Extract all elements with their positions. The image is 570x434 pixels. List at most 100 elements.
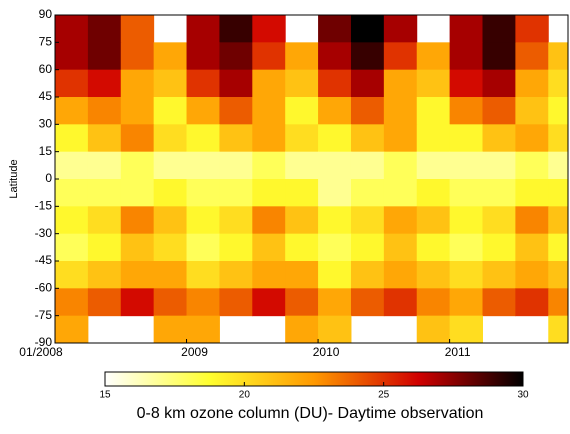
heatmap-cell — [252, 288, 286, 317]
heatmap-cell — [350, 233, 385, 262]
heatmap-cell — [350, 288, 385, 317]
colorbar-label: 0-8 km ozone column (DU)- Daytime observ… — [137, 405, 484, 422]
heatmap-cell — [416, 151, 451, 180]
heatmap-cell — [252, 124, 286, 153]
heatmap-cell — [285, 206, 319, 235]
x-tick-label: 2009 — [181, 345, 208, 359]
y-tick-label: 0 — [45, 171, 52, 185]
heatmap-cell — [318, 42, 352, 71]
heatmap-cell — [285, 179, 319, 207]
heatmap-cell — [285, 315, 319, 343]
heatmap-cell — [383, 233, 418, 262]
heatmap-cell — [120, 151, 155, 180]
heatmap-cell — [449, 151, 483, 180]
heatmap-cell — [153, 97, 188, 125]
heatmap-cell — [318, 288, 352, 317]
heatmap-cell — [383, 288, 418, 317]
heatmap-cell — [350, 97, 385, 125]
heatmap-cell — [350, 124, 385, 153]
heatmap-cell — [548, 315, 568, 343]
heatmap-cell — [449, 69, 483, 98]
heatmap-cell — [318, 261, 352, 289]
heatmap-cell — [87, 206, 122, 235]
heatmap-cell — [449, 315, 483, 343]
y-tick-label: 30 — [39, 117, 53, 131]
heatmap-cell — [548, 151, 568, 180]
heatmap-cell — [383, 42, 418, 71]
heatmap-cell — [219, 97, 253, 125]
heatmap-cell — [482, 233, 516, 262]
heatmap-cell — [153, 42, 188, 71]
heatmap-cell — [515, 97, 549, 125]
heatmap-cell — [482, 69, 516, 98]
heatmap-cell — [548, 233, 568, 262]
heatmap-cell — [285, 97, 319, 125]
heatmap-cell — [383, 179, 418, 207]
heatmap-cell — [87, 261, 122, 289]
heatmap-cell — [55, 179, 89, 207]
heatmap-cell — [186, 69, 220, 98]
heatmap-cell — [383, 97, 418, 125]
heatmap-cell — [416, 97, 451, 125]
heatmap-cell — [449, 15, 483, 43]
colorbar-tick-label: 20 — [239, 390, 251, 401]
colorbar — [104, 371, 524, 387]
heatmap-cell — [120, 179, 155, 207]
heatmap-cell — [153, 69, 188, 98]
y-axis-label: Latitude — [8, 159, 20, 198]
colorbar-tick-label: 25 — [378, 390, 390, 401]
heatmap-cell — [383, 69, 418, 98]
heatmap-cell — [186, 15, 220, 43]
heatmap-cell — [548, 124, 568, 153]
heatmap-cell — [186, 206, 220, 235]
heatmap-cell — [55, 315, 89, 343]
heatmap-cell — [482, 261, 516, 289]
heatmap-cell — [285, 233, 319, 262]
colorbar-tick-label: 30 — [517, 390, 529, 401]
heatmap-cell — [252, 179, 286, 207]
heatmap-cell — [318, 97, 352, 125]
heatmap-cell — [482, 288, 516, 317]
y-tick-label: 75 — [39, 35, 53, 49]
heatmap-cell — [350, 179, 385, 207]
heatmap-cell — [55, 42, 89, 71]
heatmap-cell — [120, 288, 155, 317]
heatmap-cell — [120, 15, 155, 43]
heatmap-cell — [153, 288, 188, 317]
heatmap-cell — [515, 179, 549, 207]
heatmap-cell — [285, 261, 319, 289]
heatmap-cell — [219, 206, 253, 235]
heatmap-cell — [120, 206, 155, 235]
heatmap-cell — [219, 288, 253, 317]
heatmap-cell — [318, 15, 352, 43]
heatmap-cell — [515, 42, 549, 71]
heatmap-cell — [416, 124, 451, 153]
heatmap-cell — [383, 124, 418, 153]
heatmap-cell — [186, 97, 220, 125]
heatmap-cell — [350, 69, 385, 98]
heatmap-cell — [55, 206, 89, 235]
heatmap-cell — [120, 261, 155, 289]
heatmap-cell — [515, 206, 549, 235]
x-tick-label: 01/2008 — [19, 345, 63, 359]
heatmap-cell — [55, 233, 89, 262]
heatmap-cell — [482, 151, 516, 180]
y-tick-label: -90 — [35, 335, 53, 349]
heatmap-cell — [55, 15, 89, 43]
heatmap-cell — [449, 288, 483, 317]
heatmap-cell — [318, 315, 352, 343]
heatmap-cell — [416, 179, 451, 207]
heatmap-cell — [482, 179, 516, 207]
heatmap-cell — [449, 97, 483, 125]
heatmap-cell — [515, 15, 549, 43]
heatmap-cell — [482, 97, 516, 125]
heatmap-cell — [548, 288, 568, 317]
heatmap-cell — [153, 206, 188, 235]
heatmap-cell — [55, 69, 89, 98]
heatmap-cell — [87, 42, 122, 71]
heatmap-cell — [120, 42, 155, 71]
heatmap-cell — [219, 151, 253, 180]
heatmap-cell — [548, 206, 568, 235]
heatmap-cell — [449, 233, 483, 262]
heatmap-cell — [186, 42, 220, 71]
